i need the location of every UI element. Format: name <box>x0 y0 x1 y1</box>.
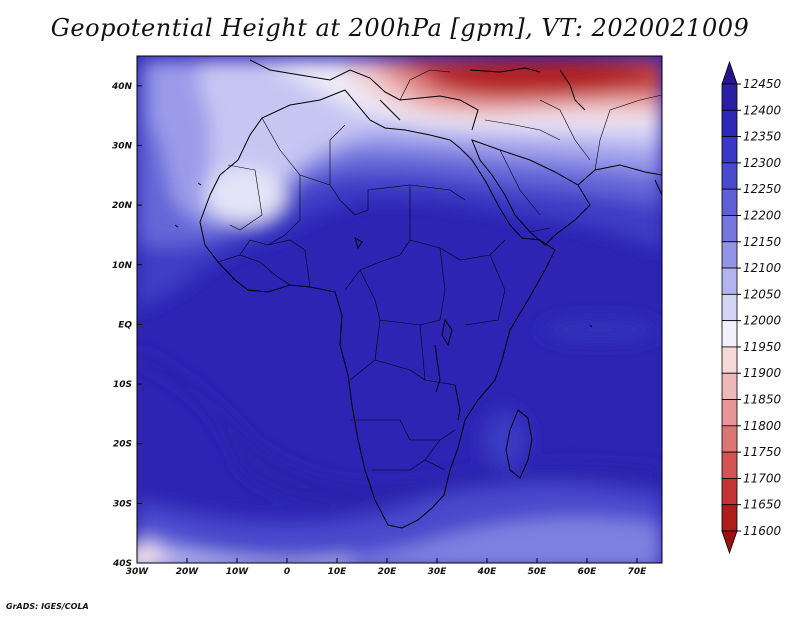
coastlines <box>174 59 662 529</box>
colorbar-label: 11650 <box>743 498 782 512</box>
colorbar-label: 12250 <box>743 182 782 196</box>
lat-tick-label: 30S <box>113 499 132 509</box>
lat-tick-label: 20S <box>113 440 132 450</box>
colorbar-label: 12300 <box>743 156 782 170</box>
colorbar-swatch <box>721 504 738 532</box>
colorbar-swatch <box>721 478 738 506</box>
map-title: Geopotential Height at 200hPa [gpm], VT:… <box>50 14 750 42</box>
colorbar-bottom-arrow <box>721 530 738 555</box>
colorbar-label: 11800 <box>743 419 782 433</box>
height-field <box>137 56 662 563</box>
longitude-axis: 30W 20W 10W 0 10E 20E 30E 40E 50E 60E 70E <box>126 558 647 577</box>
country-borders <box>217 69 662 471</box>
colorbar-swatch <box>721 372 738 400</box>
colorbar-swatch <box>721 267 738 295</box>
lon-tick-label: 20E <box>378 567 398 577</box>
colorbar-label: 11850 <box>743 393 782 407</box>
colorbar-swatch <box>721 425 738 453</box>
colorbar-swatch <box>721 451 738 479</box>
colorbar-label: 12450 <box>743 77 782 91</box>
colorbar-label: 11750 <box>743 445 782 459</box>
lon-tick-label: 10E <box>328 567 348 577</box>
colorbar-swatch <box>721 241 738 269</box>
lon-tick-label: 20W <box>176 567 200 577</box>
lon-tick-label: 60E <box>578 567 598 577</box>
colorbar-label: 12200 <box>743 208 782 222</box>
colorbar-swatch <box>721 162 738 190</box>
colorbar-label: 11950 <box>743 340 782 354</box>
lon-tick-label: 40E <box>477 567 498 577</box>
grads-credit: GrADS: IGES/COLA <box>6 602 89 611</box>
lat-tick-label: EQ <box>118 320 132 330</box>
lat-tick-label: 20N <box>112 201 133 211</box>
colorbar-label: 11900 <box>743 366 782 380</box>
lon-tick-label: 0 <box>284 567 290 577</box>
lat-tick-label: 40S <box>112 559 132 569</box>
colorbar-swatch <box>721 188 738 216</box>
colorbar-swatch <box>721 293 738 322</box>
colorbar-swatch <box>721 215 738 243</box>
colorbar-label: 12400 <box>743 103 782 117</box>
lat-tick-label: 10S <box>113 380 132 390</box>
latitude-axis: 40N 30N 20N 10N EQ 10S 20S 30S 40S <box>111 82 142 569</box>
lon-tick-label: 30W <box>126 567 150 577</box>
lat-tick-label: 30N <box>112 141 133 151</box>
colorbar-swatch <box>721 320 738 348</box>
colorbar-top-arrow <box>721 60 738 85</box>
colorbar-swatch <box>721 399 738 427</box>
lon-tick-label: 70E <box>628 567 648 577</box>
colorbar-label: 12100 <box>743 261 782 275</box>
lon-tick-label: 10W <box>226 567 250 577</box>
colorbar-swatch <box>721 136 738 164</box>
colorbar-label: 11600 <box>743 524 782 538</box>
lon-tick-label: 30E <box>428 567 448 577</box>
lat-tick-label: 40N <box>111 82 133 92</box>
colorbar-label: 12350 <box>743 130 782 144</box>
colorbar-swatch <box>721 83 738 111</box>
colorbar-label: 12150 <box>743 235 782 249</box>
colorbar-swatch <box>721 109 738 137</box>
plot-frame <box>136 55 663 564</box>
colorbar-label: 11700 <box>743 471 782 485</box>
colorbar-label: 12050 <box>743 287 782 301</box>
colorbar-swatch <box>721 346 738 374</box>
lat-tick-label: 10N <box>112 261 133 271</box>
lon-tick-label: 50E <box>528 567 548 577</box>
colorbar-label: 12000 <box>743 314 782 328</box>
